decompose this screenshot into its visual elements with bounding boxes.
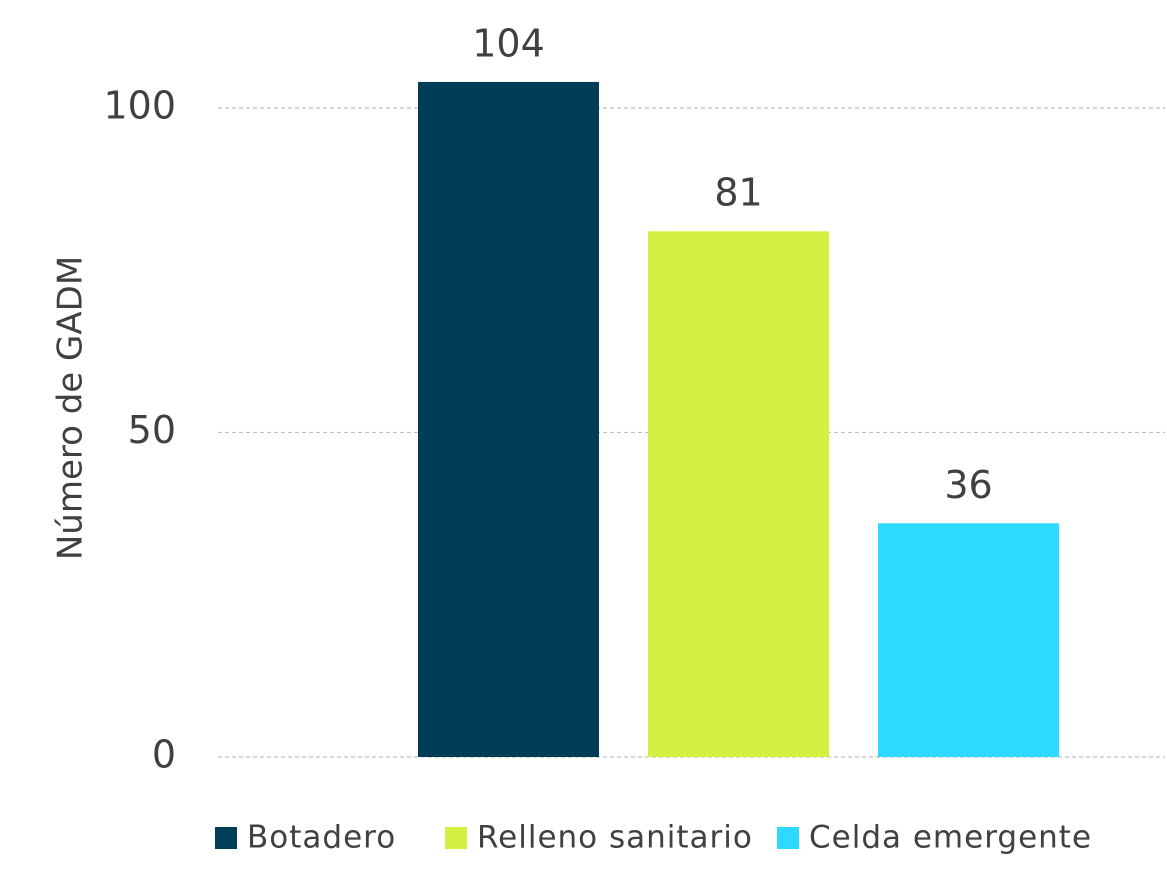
legend-swatch — [445, 827, 467, 849]
bar — [878, 523, 1059, 757]
value-label: 36 — [944, 463, 992, 507]
y-tick-label: 0 — [152, 733, 176, 777]
bar — [648, 231, 829, 758]
legend-swatch — [777, 827, 799, 849]
y-tick-label: 50 — [128, 408, 176, 452]
legend-label: Relleno sanitario — [477, 820, 753, 856]
legend-label: Celda emergente — [809, 820, 1092, 856]
y-tick-label: 100 — [103, 83, 176, 127]
value-label: 104 — [472, 21, 545, 65]
legend-label: Botadero — [247, 820, 396, 856]
y-axis-label: Número de GADM — [51, 256, 91, 560]
bar — [418, 81, 599, 758]
value-label: 81 — [714, 171, 762, 215]
legend-swatch — [215, 827, 237, 849]
